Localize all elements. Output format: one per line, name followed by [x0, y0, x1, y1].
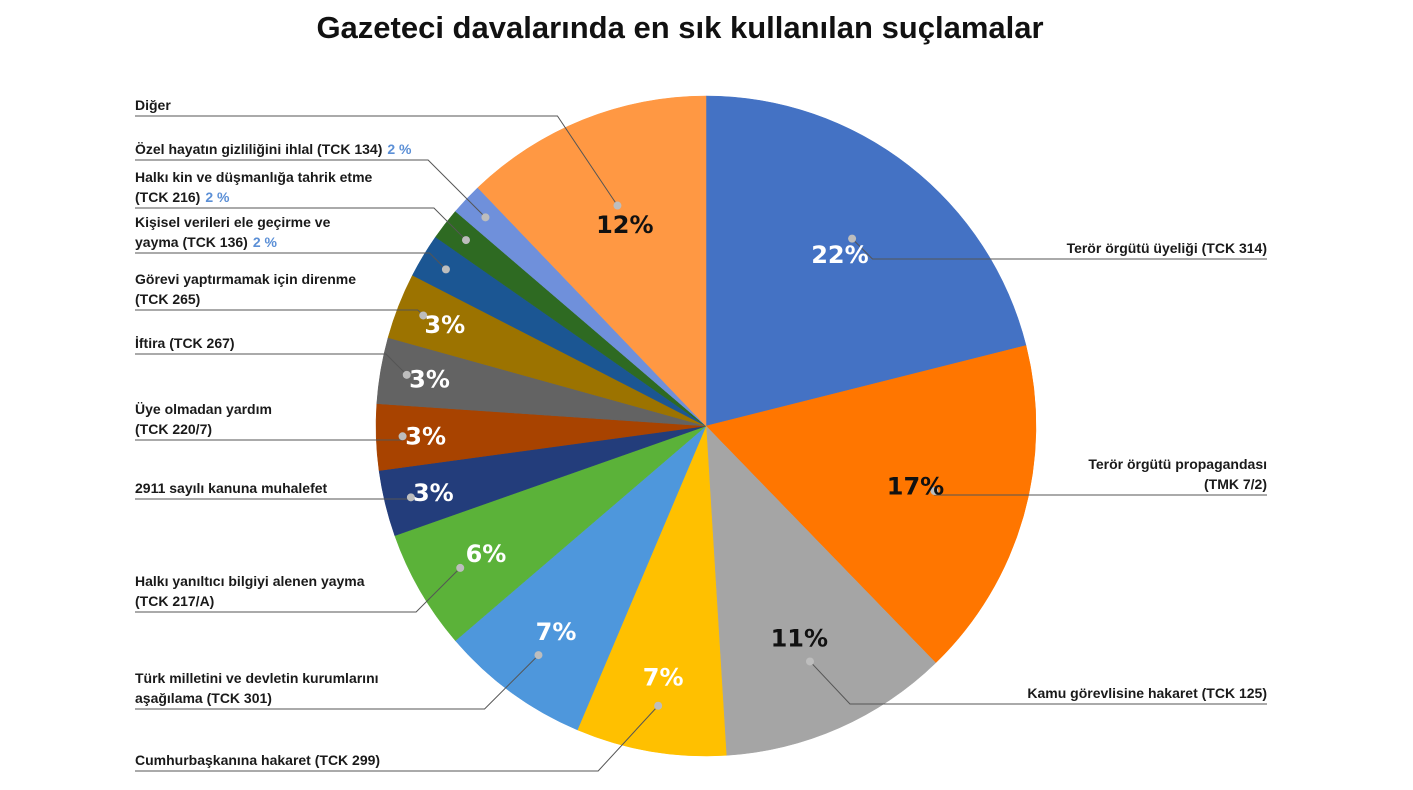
leader-dot [456, 563, 465, 572]
leader-dot [398, 432, 407, 441]
leader-dot [419, 311, 428, 320]
leader-dot [805, 657, 814, 666]
category-label: Halkı kin ve düşmanlığa tahrik etme [135, 169, 373, 185]
category-label: İftira (TCK 267) [135, 335, 235, 351]
category-label: Görevi yaptırmamak için direnme [135, 271, 356, 287]
category-label: Üye olmadan yardım [135, 401, 272, 417]
leader-dot [930, 487, 939, 496]
category-label: yayma (TCK 136) 2 % [135, 234, 278, 250]
slice-percent-label: 11% [771, 624, 828, 652]
leader-dot [654, 701, 663, 710]
category-label: (TCK 220/7) [135, 421, 212, 437]
category-label: (TCK 217/A) [135, 593, 214, 609]
leader-dot [481, 213, 490, 222]
leader-line [135, 115, 618, 206]
leader-line [135, 252, 447, 270]
chart-title: Gazeteci davalarında en sık kullanılan s… [316, 10, 1043, 45]
leader-dot [534, 651, 543, 660]
pie-slice [705, 345, 1037, 664]
category-label: Halkı yanıltıcı bilgiyi alenen yayma [135, 573, 365, 589]
leader-lines-group [135, 115, 1267, 772]
category-label: Özel hayatın gizliliğini ihlal (TCK 134)… [135, 141, 412, 157]
leader-line [135, 309, 424, 316]
category-label: aşağılama (TCK 301) [135, 690, 272, 706]
leader-line [135, 705, 659, 772]
leader-line [851, 238, 1267, 260]
slice-percent-label: 22% [811, 241, 868, 269]
category-label: Türk milletini ve devletin kurumlarını [135, 670, 379, 686]
leader-line [135, 567, 461, 613]
category-label: (TMK 7/2) [1204, 476, 1267, 492]
leader-dot [613, 201, 622, 210]
category-label: 2911 sayılı kanuna muhalefet [135, 480, 328, 496]
category-label: Cumhurbaşkanına hakaret (TCK 299) [135, 752, 380, 768]
pie-slice [705, 425, 937, 756]
leader-dot [848, 234, 857, 243]
category-label: Diğer [135, 97, 171, 113]
pie-slice [455, 425, 707, 731]
leader-line [809, 661, 1267, 705]
category-label: Terör örgütü propagandası [1088, 456, 1267, 472]
inline-percent-label: 2 % [387, 141, 412, 157]
leader-line [135, 159, 486, 218]
pie-slice [705, 95, 1027, 427]
category-label: (TCK 265) [135, 291, 200, 307]
category-labels-group: Terör örgütü üyeliği (TCK 314) Terör örgü… [135, 97, 1267, 768]
leader-dot [461, 236, 470, 245]
leader-line [135, 497, 412, 500]
inline-percent-label: 2 % [253, 234, 278, 250]
leader-line [135, 654, 539, 710]
leader-dot [406, 493, 415, 502]
pie-slice [394, 425, 707, 642]
pie-slice [477, 95, 707, 427]
percent-labels-group: 22% 17% 11% 7% 7% 6% 3% 3% 3% 3% 12% [405, 211, 944, 692]
inline-percent-label: 2 % [205, 189, 230, 205]
slice-percent-label: 3% [424, 311, 465, 339]
slices-group [375, 95, 1037, 757]
slice-percent-label: 7% [536, 618, 577, 646]
slice-percent-label: 6% [466, 540, 507, 568]
slice-percent-label: 17% [887, 473, 944, 501]
slice-percent-label: 3% [413, 479, 454, 507]
category-label: Terör örgütü üyeliği (TCK 314) [1067, 240, 1267, 256]
pie-slice [577, 425, 727, 757]
leader-dot [402, 370, 411, 379]
category-label: (TCK 216) 2 % [135, 189, 230, 205]
category-label: Kişisel verileri ele geçirme ve [135, 214, 331, 230]
category-label: Kamu görevlisine hakaret (TCK 125) [1027, 685, 1267, 701]
slice-percent-label: 3% [405, 423, 446, 451]
slice-percent-label: 12% [596, 211, 653, 239]
leader-line [135, 353, 408, 376]
leader-line [135, 207, 467, 241]
slice-percent-label: 3% [409, 366, 450, 394]
slice-percent-label: 7% [643, 663, 684, 691]
leader-dot [441, 265, 450, 274]
